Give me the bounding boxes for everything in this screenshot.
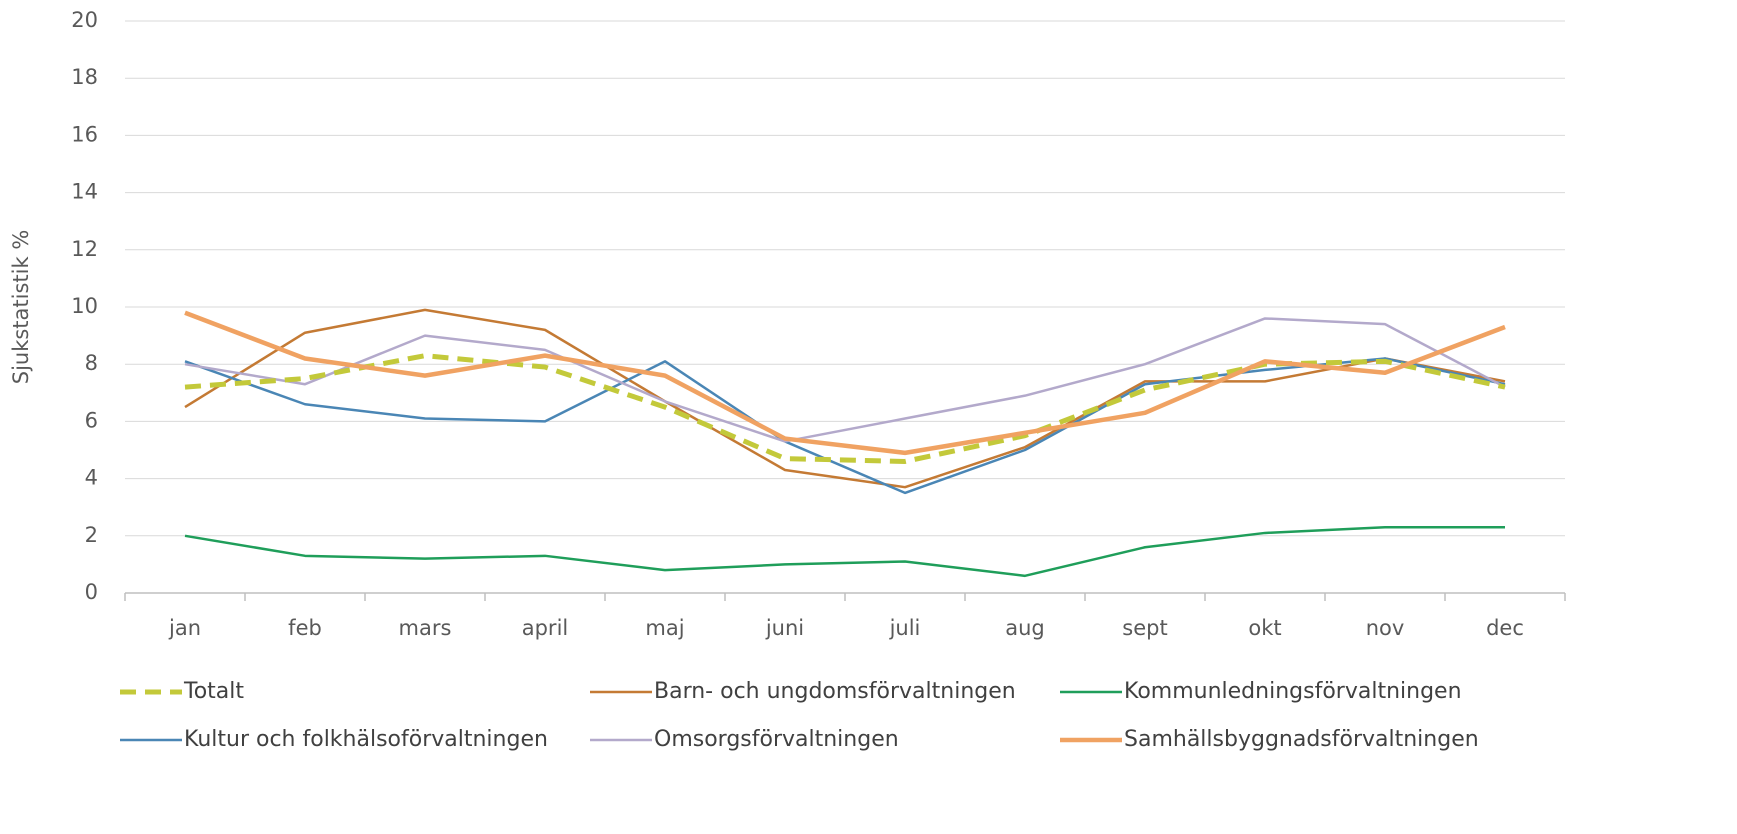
y-tick-label: 6: [85, 408, 98, 432]
x-tick-label: jan: [168, 616, 201, 640]
legend: Totalt Barn- och ungdomsförvaltningen Komm…: [120, 679, 1479, 752]
y-tick-label: 4: [85, 466, 98, 490]
x-tick-label: mars: [399, 616, 452, 640]
y-tick-label: 16: [71, 122, 98, 146]
legend-label: Totalt: [183, 679, 244, 704]
legend-label: Kommunledningsförvaltningen: [1124, 679, 1462, 704]
x-tick-label: dec: [1486, 616, 1524, 640]
series-line: [184, 308, 1506, 489]
y-tick-label: 8: [85, 351, 98, 375]
y-tick-label: 20: [71, 8, 98, 32]
series-line: [184, 357, 1506, 495]
x-tick-label: aug: [1005, 616, 1045, 640]
x-tick-label: maj: [645, 616, 684, 640]
legend-label: Barn- och ungdomsförvaltningen: [654, 679, 1016, 704]
legend-label: Kultur och folkhälsoförvaltningen: [184, 727, 548, 752]
x-tick-label: feb: [288, 616, 322, 640]
y-tick-label: 18: [71, 65, 98, 89]
x-tick-label: juli: [889, 616, 921, 640]
series-line: [184, 310, 1506, 456]
series-line: [184, 317, 1506, 443]
x-tick-label: juni: [765, 616, 804, 640]
x-tick-label: okt: [1248, 616, 1281, 640]
y-tick-label: 14: [71, 180, 98, 204]
y-axis-label: Sjukstatistik %: [9, 230, 33, 385]
y-tick-label: 10: [71, 294, 98, 318]
series-line: [184, 525, 1505, 578]
y-tick-label: 12: [71, 237, 98, 261]
x-tick-label: sept: [1122, 616, 1167, 640]
y-tick-label: 2: [85, 523, 98, 547]
legend-label: Samhällsbyggnadsförvaltningen: [1124, 727, 1479, 752]
y-tick-label: 0: [85, 580, 98, 604]
x-tick-label: nov: [1366, 616, 1405, 640]
x-tick-label: april: [522, 616, 569, 640]
legend-label: Omsorgsförvaltningen: [654, 727, 899, 752]
